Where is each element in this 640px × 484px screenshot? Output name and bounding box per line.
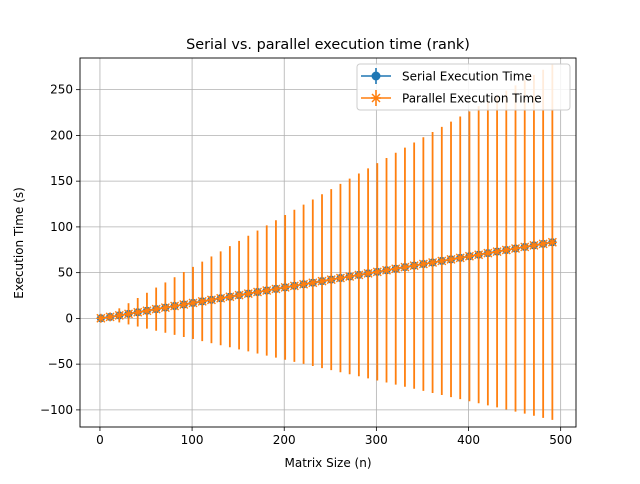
parallel-point — [428, 257, 438, 267]
y-tick-label: 250 — [50, 83, 73, 97]
y-tick-label: −50 — [48, 357, 73, 371]
parallel-point — [474, 250, 484, 260]
parallel-point — [206, 295, 216, 305]
x-axis-label: Matrix Size (n) — [284, 456, 371, 470]
parallel-point — [363, 268, 373, 278]
parallel-point — [418, 259, 428, 269]
parallel-point — [160, 303, 170, 313]
y-axis-label: Execution Time (s) — [12, 187, 26, 299]
y-tick-label: 50 — [58, 266, 73, 280]
parallel-point — [243, 289, 253, 299]
parallel-point — [124, 309, 134, 319]
plot-area — [96, 64, 557, 420]
parallel-point — [345, 271, 355, 281]
parallel-point — [391, 264, 401, 274]
x-tick-label: 300 — [365, 433, 388, 447]
parallel-point — [280, 282, 290, 292]
parallel-point — [170, 301, 180, 311]
parallel-point — [501, 245, 511, 255]
parallel-point — [492, 247, 502, 257]
x-tick-label: 400 — [457, 433, 480, 447]
parallel-point — [114, 310, 124, 320]
parallel-point — [437, 256, 447, 266]
parallel-point — [151, 304, 161, 314]
parallel-point — [234, 290, 244, 300]
legend-box — [356, 63, 571, 111]
parallel-point — [179, 299, 189, 309]
y-tick-label: 100 — [50, 220, 73, 234]
parallel-point — [133, 307, 143, 317]
parallel-point — [216, 293, 226, 303]
x-tick-label: 200 — [273, 433, 296, 447]
plot-frame — [79, 57, 577, 428]
parallel-point — [382, 265, 392, 275]
x-tick-label: 0 — [96, 433, 104, 447]
parallel-point — [142, 306, 152, 316]
parallel-point — [520, 242, 530, 252]
legend: Serial Execution Time Parallel Execution … — [356, 63, 571, 111]
parallel-point — [372, 267, 382, 277]
parallel-point — [262, 285, 272, 295]
parallel-point — [409, 261, 419, 271]
parallel-point — [547, 237, 557, 247]
legend-marker-circle — [371, 71, 381, 81]
parallel-point — [464, 251, 474, 261]
parallel-point — [317, 276, 327, 286]
legend-label: Serial Execution Time — [402, 70, 532, 84]
parallel-point — [197, 296, 207, 306]
parallel-point — [271, 284, 281, 294]
parallel-point — [483, 248, 493, 258]
parallel-point — [538, 239, 548, 249]
parallel-point — [289, 281, 299, 291]
parallel-point — [225, 292, 235, 302]
y-tick-label: −100 — [40, 403, 73, 417]
parallel-point — [354, 270, 364, 280]
parallel-point — [188, 298, 198, 308]
parallel-point — [511, 243, 521, 253]
y-tick-label: 0 — [65, 311, 73, 325]
parallel-point — [455, 253, 465, 263]
parallel-point — [400, 262, 410, 272]
x-tick-label: 100 — [181, 433, 204, 447]
parallel-point — [299, 279, 309, 289]
legend-marker-x — [371, 93, 381, 103]
x-tick-label: 500 — [549, 433, 572, 447]
legend-label: Parallel Execution Time — [402, 92, 542, 106]
y-tick-label: 150 — [50, 174, 73, 188]
y-tick-label: 200 — [50, 128, 73, 142]
parallel-point — [326, 275, 336, 285]
parallel-point — [253, 287, 263, 297]
parallel-point — [529, 240, 539, 250]
parallel-point — [308, 278, 318, 288]
chart-title: Serial vs. parallel execution time (rank… — [186, 37, 470, 53]
parallel-point — [96, 313, 106, 323]
parallel-point — [335, 273, 345, 283]
parallel-point — [446, 254, 456, 264]
parallel-point — [105, 312, 115, 322]
